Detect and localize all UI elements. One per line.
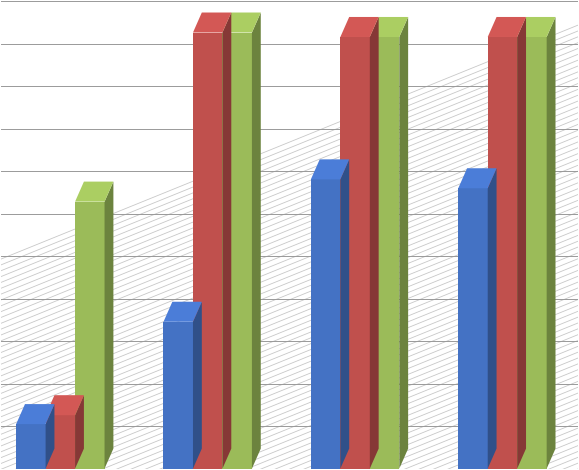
Polygon shape	[222, 13, 261, 32]
Polygon shape	[517, 37, 547, 469]
Polygon shape	[222, 13, 231, 469]
Polygon shape	[75, 202, 105, 469]
Polygon shape	[311, 180, 340, 469]
Polygon shape	[252, 13, 261, 469]
Polygon shape	[163, 302, 202, 322]
Polygon shape	[370, 17, 379, 469]
Polygon shape	[311, 159, 349, 180]
Polygon shape	[458, 168, 497, 188]
Polygon shape	[458, 188, 488, 469]
Polygon shape	[193, 32, 222, 469]
Polygon shape	[75, 181, 113, 202]
Polygon shape	[105, 181, 113, 469]
Polygon shape	[517, 17, 526, 469]
Polygon shape	[222, 32, 252, 469]
Polygon shape	[488, 37, 517, 469]
Polygon shape	[46, 415, 75, 469]
Polygon shape	[16, 424, 46, 469]
Polygon shape	[370, 37, 400, 469]
Polygon shape	[340, 17, 379, 37]
Polygon shape	[370, 17, 408, 37]
Polygon shape	[163, 322, 193, 469]
Polygon shape	[488, 168, 497, 469]
Polygon shape	[193, 13, 231, 32]
Polygon shape	[340, 37, 370, 469]
Polygon shape	[46, 404, 54, 469]
Polygon shape	[400, 17, 408, 469]
Polygon shape	[75, 395, 84, 469]
Polygon shape	[547, 17, 555, 469]
Polygon shape	[193, 302, 202, 469]
Polygon shape	[340, 159, 349, 469]
Polygon shape	[46, 395, 84, 415]
Polygon shape	[16, 404, 54, 424]
Polygon shape	[488, 17, 526, 37]
Polygon shape	[517, 17, 555, 37]
